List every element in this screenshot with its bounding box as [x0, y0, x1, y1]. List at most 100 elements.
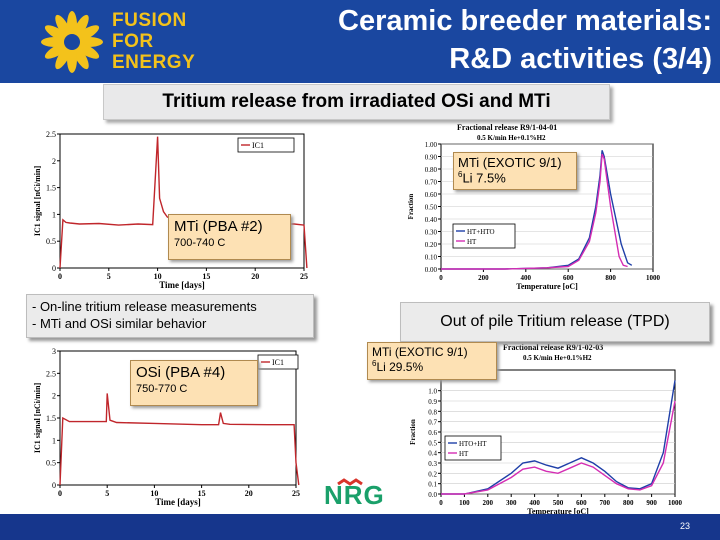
y-tick-label: 2 — [52, 392, 56, 401]
chart-mti-tpd-2: 0.0 0.1 0.2 0.3 0.4 0.5 0.6 0.7 0.8 0.9 1.0 0 100 200… — [409, 343, 683, 516]
x-tick-label: 1000 — [646, 274, 661, 282]
li-superscript-2: 6 — [372, 359, 377, 368]
notes-box: - On-line tritium release measurements -… — [26, 294, 314, 338]
tpd-title-box: Out of pile Tritium release (TPD) — [400, 302, 710, 342]
y-tick-label: 0.90 — [425, 154, 438, 162]
x-tick-label: 10 — [150, 489, 158, 498]
y-tick-label: 3 — [52, 347, 56, 356]
x-tick-label: 200 — [478, 274, 489, 282]
y-tick-label: 0.7 — [428, 419, 437, 427]
title-line-1: Ceramic breeder materials: — [338, 5, 712, 37]
legend-box — [452, 223, 516, 249]
chart-mti-tpd: 0.00 0.10 0.20 0.30 0.40 0.50 0.60 0.70 0.80 0.90… — [407, 123, 661, 291]
chart-mti-online: 0 0.5 1 1.5 2 2.5 0 5 10 15 20 25 Time [days] IC1 sig… — [33, 130, 308, 290]
header-bar: FUSION FOR ENERGY Ceramic breeder materi… — [0, 0, 720, 83]
x-tick-label: 800 — [605, 274, 616, 282]
y-tick-label: 0.00 — [425, 266, 438, 274]
y-tick-label: 0.5 — [46, 459, 56, 468]
chart-subtitle: 0.5 K/min He+0.1%H2 — [523, 354, 592, 362]
y-tick-label: 1.5 — [46, 414, 56, 423]
x-tick-label: 500 — [553, 499, 564, 507]
nrg-logo-icon — [337, 478, 363, 486]
label-mti-pba: MTi (PBA #2) 700-740 C — [168, 214, 291, 260]
x-tick-label: 200 — [483, 499, 494, 507]
x-tick-label: 15 — [198, 489, 206, 498]
y-tick-label: 0.8 — [428, 408, 437, 416]
y-tick-label: 0.2 — [428, 470, 437, 478]
y-tick-label: 2.5 — [46, 369, 56, 378]
logo-line-3: ENERGY — [112, 52, 196, 73]
y-tick-label: 2 — [52, 157, 56, 166]
y-tick-label: 0.5 — [46, 237, 56, 246]
y-tick-label: 1 — [52, 210, 56, 219]
nrg-logo-text: NRG — [324, 480, 385, 510]
y-tick-label: 1.5 — [46, 184, 56, 193]
x-tick-label: 600 — [576, 499, 587, 507]
x-tick-label: 0 — [58, 489, 62, 498]
chart-title: Fractional release R9/1-04-01 — [457, 123, 557, 132]
y-tick-label: 0 — [52, 264, 56, 273]
li-superscript: 6 — [458, 170, 463, 179]
x-tick-label: 5 — [105, 489, 109, 498]
label-mti-exotic-bottom: MTi (EXOTIC 9/1) 6Li 29.5% — [367, 342, 497, 380]
label-mti-exotic-top: MTi (EXOTIC 9/1) 6Li 7.5% — [453, 152, 577, 190]
legend-label: HT — [467, 238, 477, 246]
section-subtitle: Tritium release from irradiated OSi and … — [103, 84, 610, 120]
legend-box — [444, 435, 502, 461]
label-mti-exotic-top-li: Li 7.5% — [462, 170, 506, 186]
y-axis-label: Fraction — [407, 194, 415, 220]
legend-box — [257, 354, 299, 370]
chart-title: Fractional release R9/1-02-03 — [503, 343, 603, 352]
label-mti-pba-name: MTi (PBA #2) — [174, 218, 263, 235]
legend-box — [237, 137, 295, 153]
y-tick-label: 2.5 — [46, 130, 56, 139]
x-tick-label: 700 — [600, 499, 611, 507]
y-tick-label: 0.50 — [425, 204, 438, 212]
x-tick-label: 0 — [439, 499, 443, 507]
x-tick-label: 100 — [459, 499, 470, 507]
x-tick-label: 1000 — [668, 499, 683, 507]
x-tick-label: 800 — [623, 499, 634, 507]
legend-label: IC1 — [252, 141, 264, 150]
x-axis-label: Time [days] — [155, 497, 201, 507]
y-tick-label: 0.4 — [428, 450, 437, 458]
y-axis-label: IC1 signal [nCi/min] — [33, 383, 42, 454]
y-tick-label: 1 — [52, 436, 56, 445]
y-tick-label: 0.10 — [425, 254, 438, 262]
x-tick-label: 10 — [154, 272, 162, 281]
legend-label: HT+HTO — [467, 228, 495, 236]
x-tick-label: 400 — [529, 499, 540, 507]
x-axis-label: Temperature [oC] — [527, 507, 589, 516]
logo-line-1: FUSION — [112, 10, 187, 31]
x-tick-label: 15 — [202, 272, 210, 281]
note-line-2: - MTi and OSi similar behavior — [32, 316, 207, 331]
label-osi-pba-temp: 750-770 C — [136, 383, 188, 395]
label-mti-exotic-bottom-li: Li 29.5% — [376, 360, 424, 374]
series-line-2 — [441, 153, 628, 270]
x-tick-label: 400 — [521, 274, 532, 282]
logo-line-2: FOR — [112, 31, 154, 52]
note-line-1: - On-line tritium release measurements — [32, 299, 257, 314]
x-axis-label: Time [days] — [159, 280, 205, 290]
page-number: 23 — [679, 521, 690, 531]
y-tick-label: 0.6 — [428, 429, 437, 437]
series-line-2 — [441, 400, 676, 495]
y-tick-label: 0.40 — [425, 216, 438, 224]
label-osi-pba: OSi (PBA #4) 750-770 C — [130, 360, 258, 406]
x-tick-label: 20 — [245, 489, 253, 498]
y-tick-label: 0.70 — [425, 179, 438, 187]
series-line-1 — [441, 380, 676, 495]
legend-label: HT — [459, 450, 469, 458]
x-tick-label: 600 — [563, 274, 574, 282]
x-tick-label: 25 — [300, 272, 308, 281]
y-tick-label: 0.9 — [428, 398, 437, 406]
y-axis-label: Fraction — [409, 419, 417, 445]
page-title: Ceramic breeder materials: R&D activitie… — [338, 2, 712, 78]
x-tick-label: 300 — [506, 499, 517, 507]
legend-label: IC1 — [272, 358, 284, 367]
x-tick-label: 0 — [439, 274, 443, 282]
series-line-1 — [59, 393, 300, 486]
x-tick-label: 0 — [58, 272, 62, 281]
x-tick-label: 900 — [646, 499, 657, 507]
legend-label: HTO+HT — [459, 440, 487, 448]
